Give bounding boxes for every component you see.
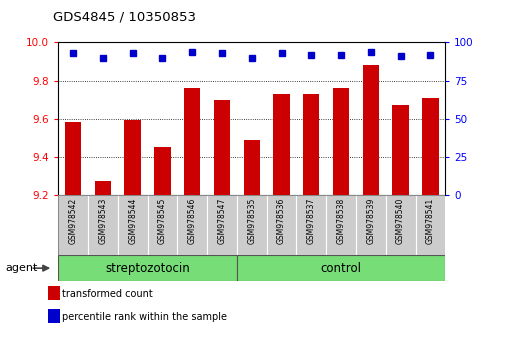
Bar <box>362 65 378 195</box>
Text: GSM978540: GSM978540 <box>395 198 405 244</box>
Bar <box>94 181 111 195</box>
Bar <box>48 286 60 300</box>
Bar <box>326 195 355 255</box>
Text: percentile rank within the sample: percentile rank within the sample <box>62 312 227 322</box>
Bar <box>236 195 266 255</box>
Text: GSM978546: GSM978546 <box>187 198 196 244</box>
Text: transformed count: transformed count <box>62 289 153 299</box>
Text: GDS4845 / 10350853: GDS4845 / 10350853 <box>53 10 196 23</box>
Bar <box>415 195 444 255</box>
Bar <box>332 88 348 195</box>
Text: GSM978538: GSM978538 <box>336 198 345 244</box>
Text: GSM978541: GSM978541 <box>425 198 434 244</box>
Text: GSM978543: GSM978543 <box>98 198 107 244</box>
Bar <box>88 195 118 255</box>
Text: GSM978547: GSM978547 <box>217 198 226 244</box>
Text: GSM978542: GSM978542 <box>69 198 77 244</box>
Bar <box>124 120 140 195</box>
Bar <box>118 195 147 255</box>
Text: GSM978536: GSM978536 <box>276 198 285 244</box>
Bar <box>355 195 385 255</box>
Bar <box>48 309 60 323</box>
Text: streptozotocin: streptozotocin <box>105 262 189 275</box>
Bar <box>177 195 207 255</box>
Text: GSM978535: GSM978535 <box>247 198 256 244</box>
Bar <box>65 122 81 195</box>
Text: control: control <box>320 262 361 275</box>
Bar <box>236 255 444 281</box>
Bar <box>58 255 236 281</box>
Bar <box>154 147 170 195</box>
Bar <box>147 195 177 255</box>
Bar <box>392 105 408 195</box>
Bar <box>421 98 438 195</box>
Bar <box>273 94 289 195</box>
Bar <box>184 88 200 195</box>
Text: GSM978539: GSM978539 <box>366 198 375 244</box>
Bar <box>243 139 260 195</box>
Text: GSM978537: GSM978537 <box>306 198 315 244</box>
Text: agent: agent <box>5 263 37 273</box>
Bar <box>58 195 88 255</box>
Bar <box>385 195 415 255</box>
Bar <box>302 94 319 195</box>
Text: GSM978545: GSM978545 <box>158 198 167 244</box>
Bar <box>296 195 326 255</box>
Bar <box>213 99 230 195</box>
Bar <box>207 195 236 255</box>
Bar <box>266 195 296 255</box>
Text: GSM978544: GSM978544 <box>128 198 137 244</box>
